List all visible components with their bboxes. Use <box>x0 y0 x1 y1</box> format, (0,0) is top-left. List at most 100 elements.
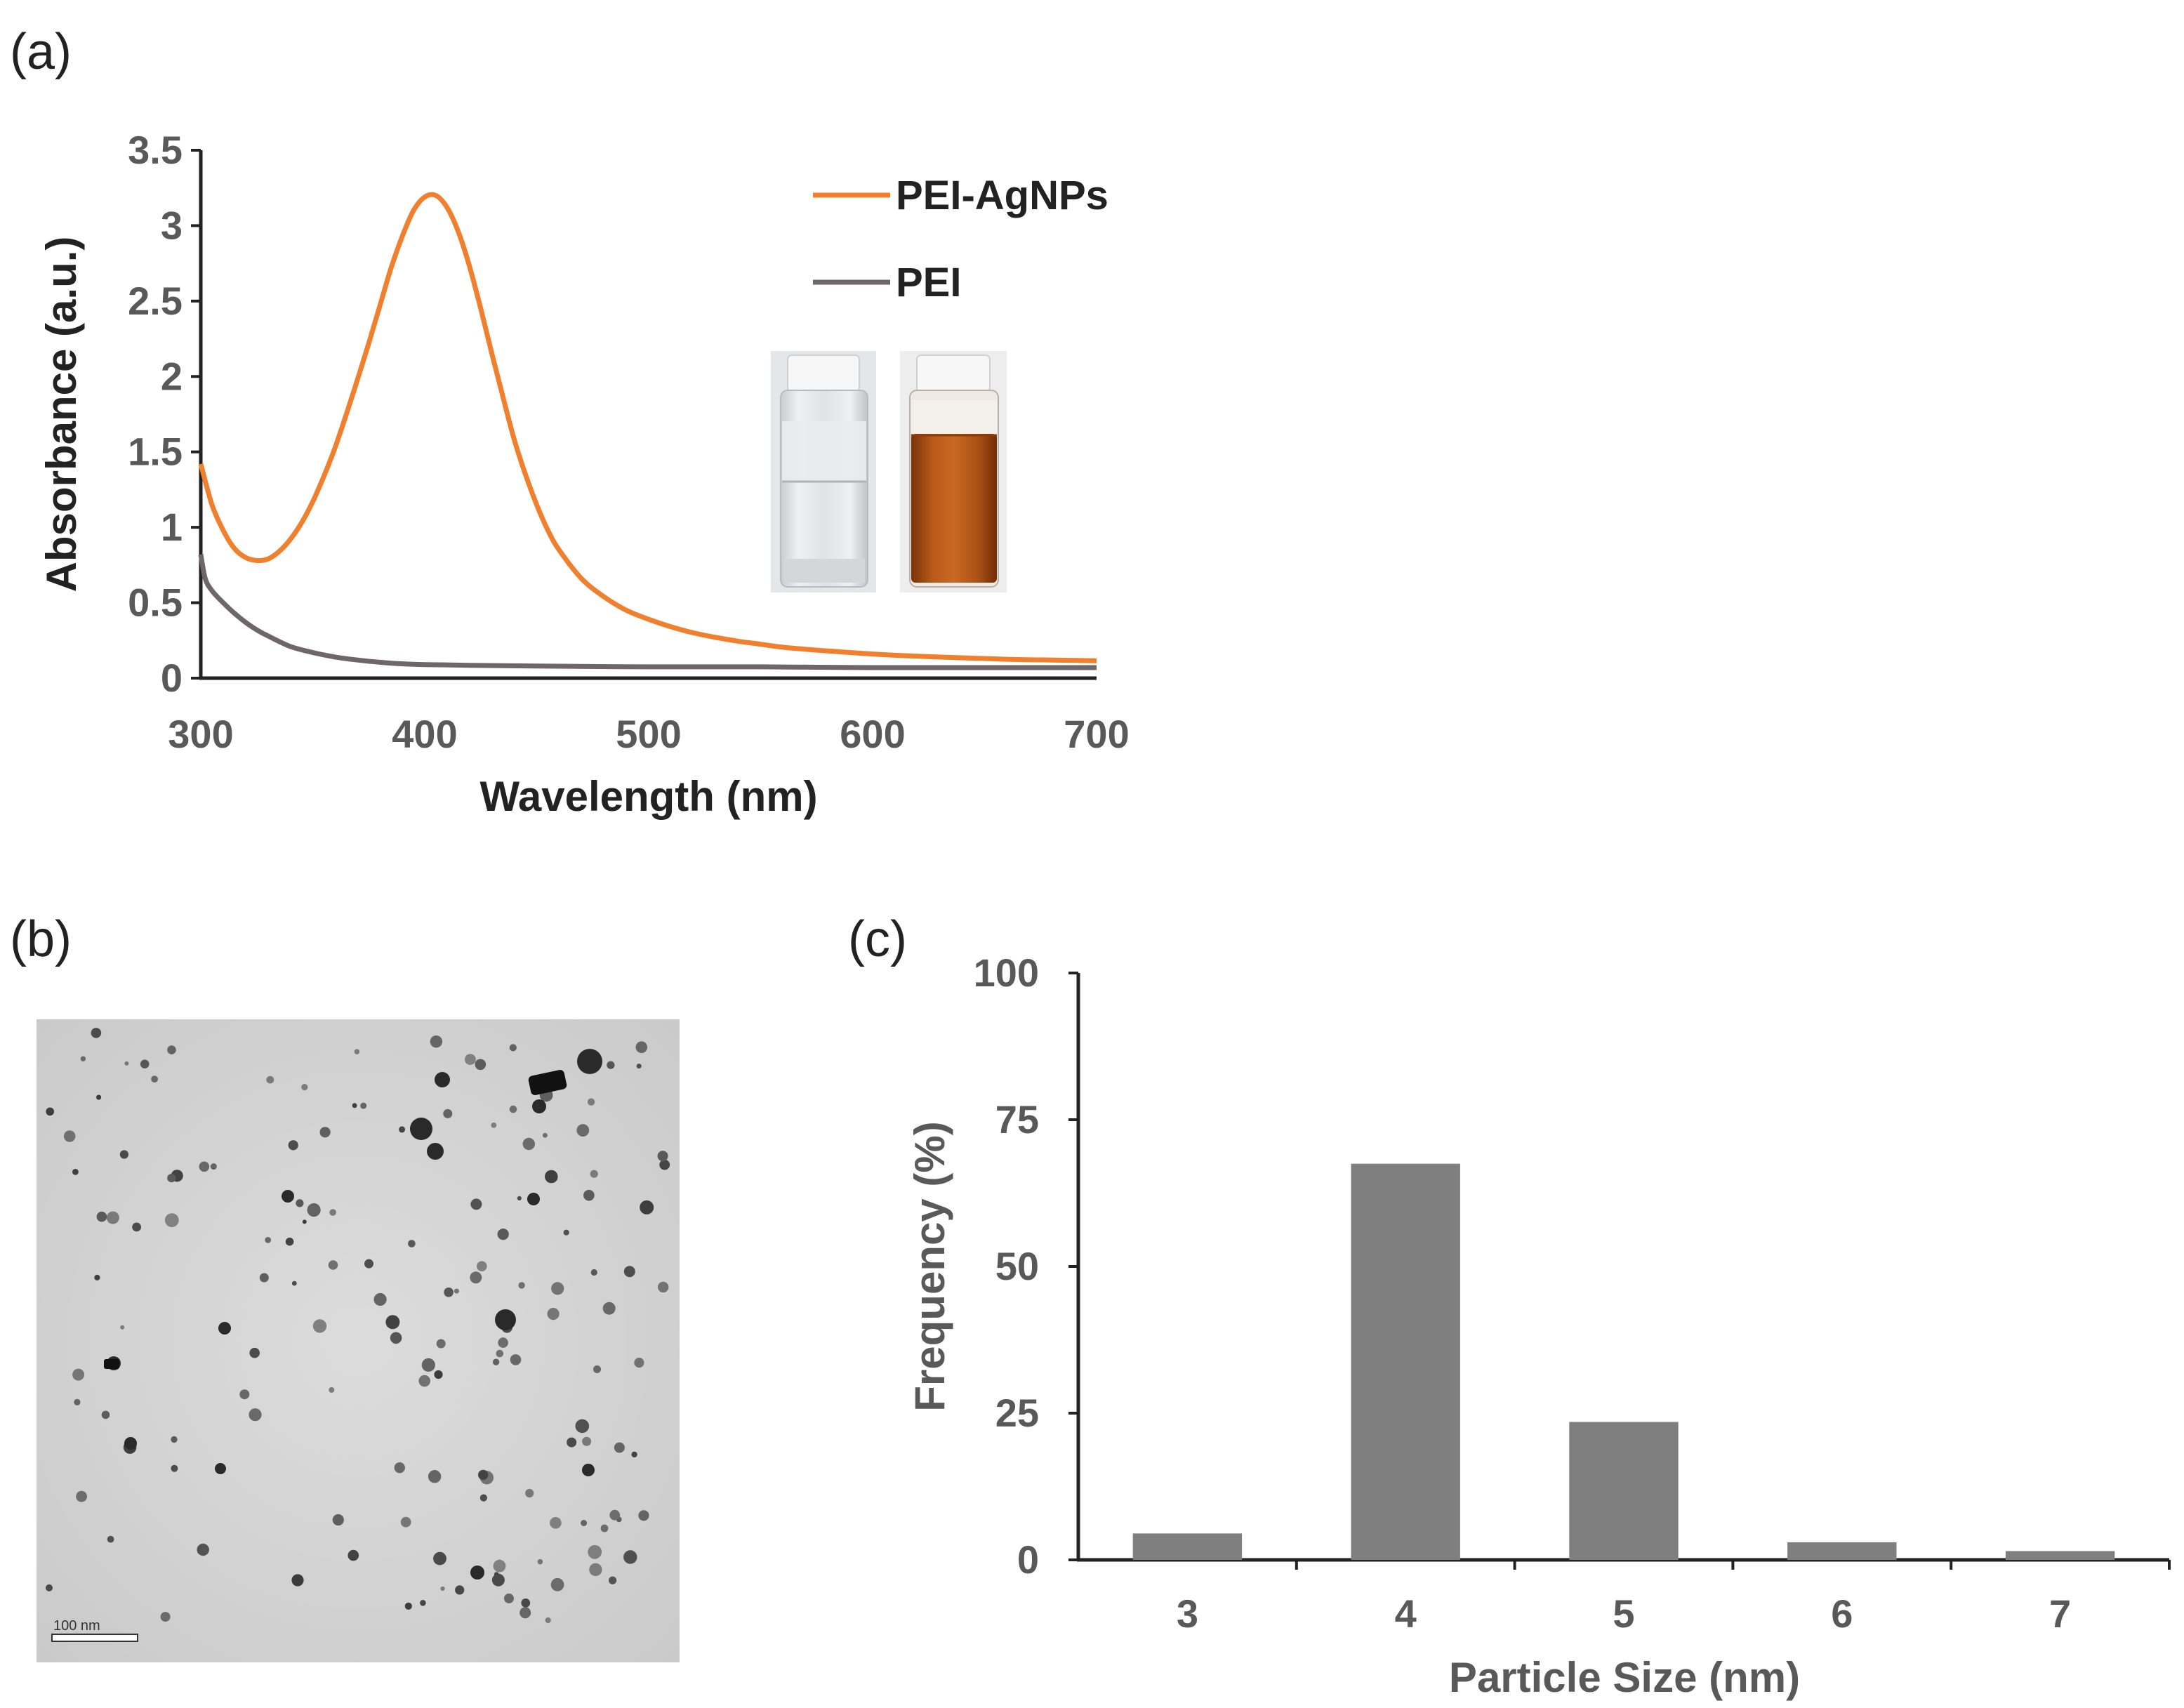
absorbance-chart: 0 0.5 1 1.5 2 2.5 3 3.5 300 400 500 600 700 Waveleng… <box>38 128 1130 820</box>
nanoparticle <box>623 1266 635 1278</box>
nanoparticle <box>291 1280 297 1286</box>
tem-background <box>37 1019 680 1662</box>
panel-a-label: (a) <box>10 24 72 80</box>
chart-a-ticks: 0 0.5 1 1.5 2 2.5 3 3.5 300 400 500 600 700 <box>128 128 1130 756</box>
nanoparticle <box>581 1520 588 1526</box>
nanoparticle <box>436 1339 446 1349</box>
nanoparticle <box>106 1211 119 1224</box>
x-tick-label: 700 <box>1064 712 1129 756</box>
nanoparticle <box>312 1319 327 1333</box>
nanoparticle <box>545 1617 551 1624</box>
nanoparticle <box>385 1315 400 1330</box>
legend-label-pei-agnps: PEI-AgNPs <box>896 173 1108 218</box>
nanoparticle <box>259 1273 269 1283</box>
nanoparticle <box>602 1302 616 1315</box>
nanoparticle <box>454 1288 459 1294</box>
nanoparticle <box>517 1196 522 1200</box>
nanoparticle <box>421 1358 435 1372</box>
nanoparticle <box>199 1161 210 1172</box>
nanoparticle <box>593 1365 601 1373</box>
nanoparticle <box>575 1419 590 1434</box>
vial-pei-agnps <box>900 351 1007 592</box>
nanoparticle <box>101 1410 110 1419</box>
nanoparticle <box>332 1514 344 1526</box>
nanoparticle <box>434 1370 443 1379</box>
nanoparticle <box>478 1469 489 1481</box>
nanoparticle <box>265 1237 272 1243</box>
nanoparticle <box>63 1130 76 1142</box>
chart-a-x-title: Wavelength (nm) <box>479 773 817 820</box>
nanoparticle <box>590 1170 598 1178</box>
tem-scale-label: 100 nm <box>53 1618 100 1634</box>
nanoparticle <box>420 1600 426 1606</box>
nanoparticle <box>521 1598 531 1608</box>
nanoparticle <box>348 1549 359 1561</box>
nanoparticle <box>96 1094 102 1100</box>
nanoparticle <box>249 1347 260 1358</box>
nanoparticle <box>455 1585 465 1595</box>
nanoparticle <box>545 1170 558 1184</box>
tem-image: 100 nm <box>37 1019 680 1662</box>
nanoparticle <box>444 1287 454 1297</box>
nanoparticle <box>470 1198 482 1210</box>
nanoparticle <box>550 1517 562 1529</box>
nanoparticle <box>623 1550 637 1564</box>
nanoparticle <box>609 1509 621 1521</box>
nanoparticle-large <box>582 1464 595 1476</box>
chart-a-series <box>198 192 1097 670</box>
nanoparticle <box>433 1551 446 1565</box>
nanoparticle <box>659 1159 670 1170</box>
legend-label-pei: PEI <box>896 260 962 305</box>
nanoparticle <box>140 1059 150 1068</box>
y-tick-label: 2.5 <box>128 279 183 323</box>
nanoparticle <box>119 1150 128 1159</box>
nanoparticle-large <box>577 1049 602 1074</box>
nanoparticle <box>151 1075 159 1083</box>
y-tick-label: 0 <box>1017 1537 1039 1582</box>
nanoparticle <box>319 1127 331 1138</box>
nanoparticle-large <box>215 1463 226 1474</box>
nanoparticle <box>493 1559 506 1573</box>
nanoparticle <box>542 1132 548 1138</box>
nanoparticle <box>46 1584 53 1591</box>
nanoparticle <box>164 1213 179 1227</box>
nanoparticle <box>567 1437 577 1448</box>
nanoparticle <box>266 1075 274 1084</box>
nanoparticle-large <box>282 1190 294 1203</box>
nanoparticle <box>285 1237 294 1246</box>
y-tick-label: 75 <box>995 1097 1039 1141</box>
bar-7 <box>2005 1551 2115 1560</box>
nanoparticle <box>600 1524 609 1532</box>
chart-c-ticks: 0 25 50 75 100 3 4 5 6 7 <box>974 951 2171 1636</box>
nanoparticle <box>430 1035 443 1048</box>
nanoparticle <box>399 1126 406 1133</box>
nanoparticle <box>631 1451 637 1458</box>
nanoparticle <box>328 1260 338 1270</box>
nanoparticle <box>587 1098 595 1106</box>
nanoparticle <box>46 1107 54 1116</box>
nanoparticle <box>301 1084 308 1091</box>
nanoparticle <box>491 1573 505 1587</box>
y-tick-label: 25 <box>995 1391 1039 1435</box>
nanoparticle <box>470 1271 482 1284</box>
nanoparticle <box>91 1028 102 1038</box>
nanoparticle <box>477 1261 487 1271</box>
y-tick-label: 1.5 <box>128 430 183 474</box>
nanoparticle <box>537 1558 543 1565</box>
inset-vial-photos <box>771 351 1007 592</box>
chart-c-bars <box>1132 1163 2115 1560</box>
nanoparticle <box>576 1124 590 1137</box>
nanoparticle <box>373 1292 387 1306</box>
nanoparticle <box>94 1274 100 1280</box>
nanoparticle <box>589 1563 602 1577</box>
nanoparticle <box>522 1137 535 1151</box>
nanoparticle <box>496 1349 504 1358</box>
nanoparticle-large <box>495 1309 516 1330</box>
nanoparticle <box>519 1607 531 1619</box>
nanoparticle <box>197 1543 209 1556</box>
nanoparticle <box>443 1108 453 1118</box>
series-line-pei <box>198 554 1097 670</box>
y-tick-label: 1 <box>161 505 183 549</box>
nanoparticle <box>510 1354 522 1365</box>
nanoparticle <box>465 1054 476 1065</box>
